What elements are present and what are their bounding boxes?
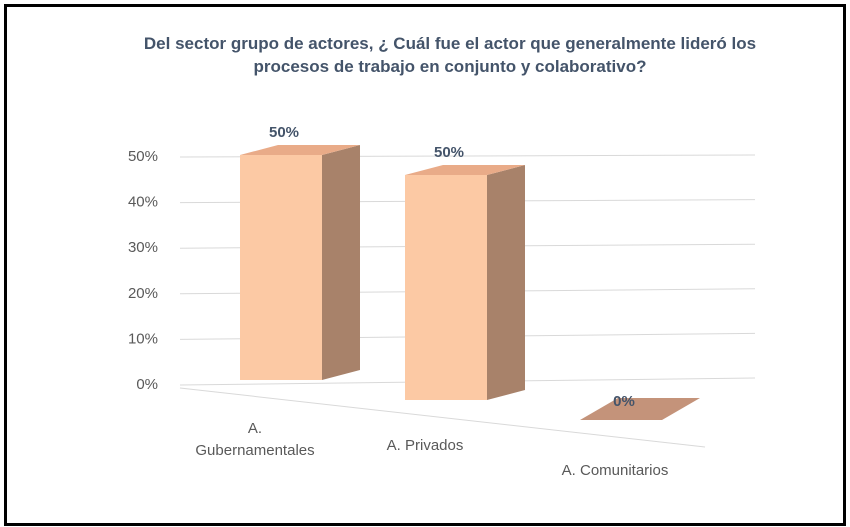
y-tick-label: 20%: [128, 285, 158, 302]
y-tick-label: 40%: [128, 194, 158, 211]
bar-top: [240, 145, 360, 155]
x-tick-label: A. Privados: [386, 437, 464, 454]
value-label: 0%: [613, 393, 635, 410]
y-tick-label: 10%: [128, 330, 158, 347]
y-tick-label: 50%: [128, 148, 158, 165]
frame: [4, 4, 846, 526]
bar-side: [487, 165, 525, 400]
bar: [580, 398, 700, 420]
bar: [405, 165, 525, 400]
bar-side: [322, 145, 360, 380]
y-tick-label: 0%: [136, 376, 158, 393]
bar-front: [240, 155, 322, 380]
x-tick-label: A. Gubernamentales: [195, 420, 315, 459]
x-tick-label: A. Comunitarios: [561, 462, 669, 479]
bar: [240, 145, 360, 380]
chart-title: Del sector grupo de actores, ¿ Cuál fue …: [143, 34, 757, 76]
bar-top: [405, 165, 525, 175]
floor-edge: [179, 387, 706, 448]
bar-front: [405, 175, 487, 400]
value-label: 50%: [269, 124, 299, 141]
value-label: 50%: [434, 144, 464, 161]
y-tick-label: 30%: [128, 239, 158, 256]
bar-top: [580, 398, 700, 420]
